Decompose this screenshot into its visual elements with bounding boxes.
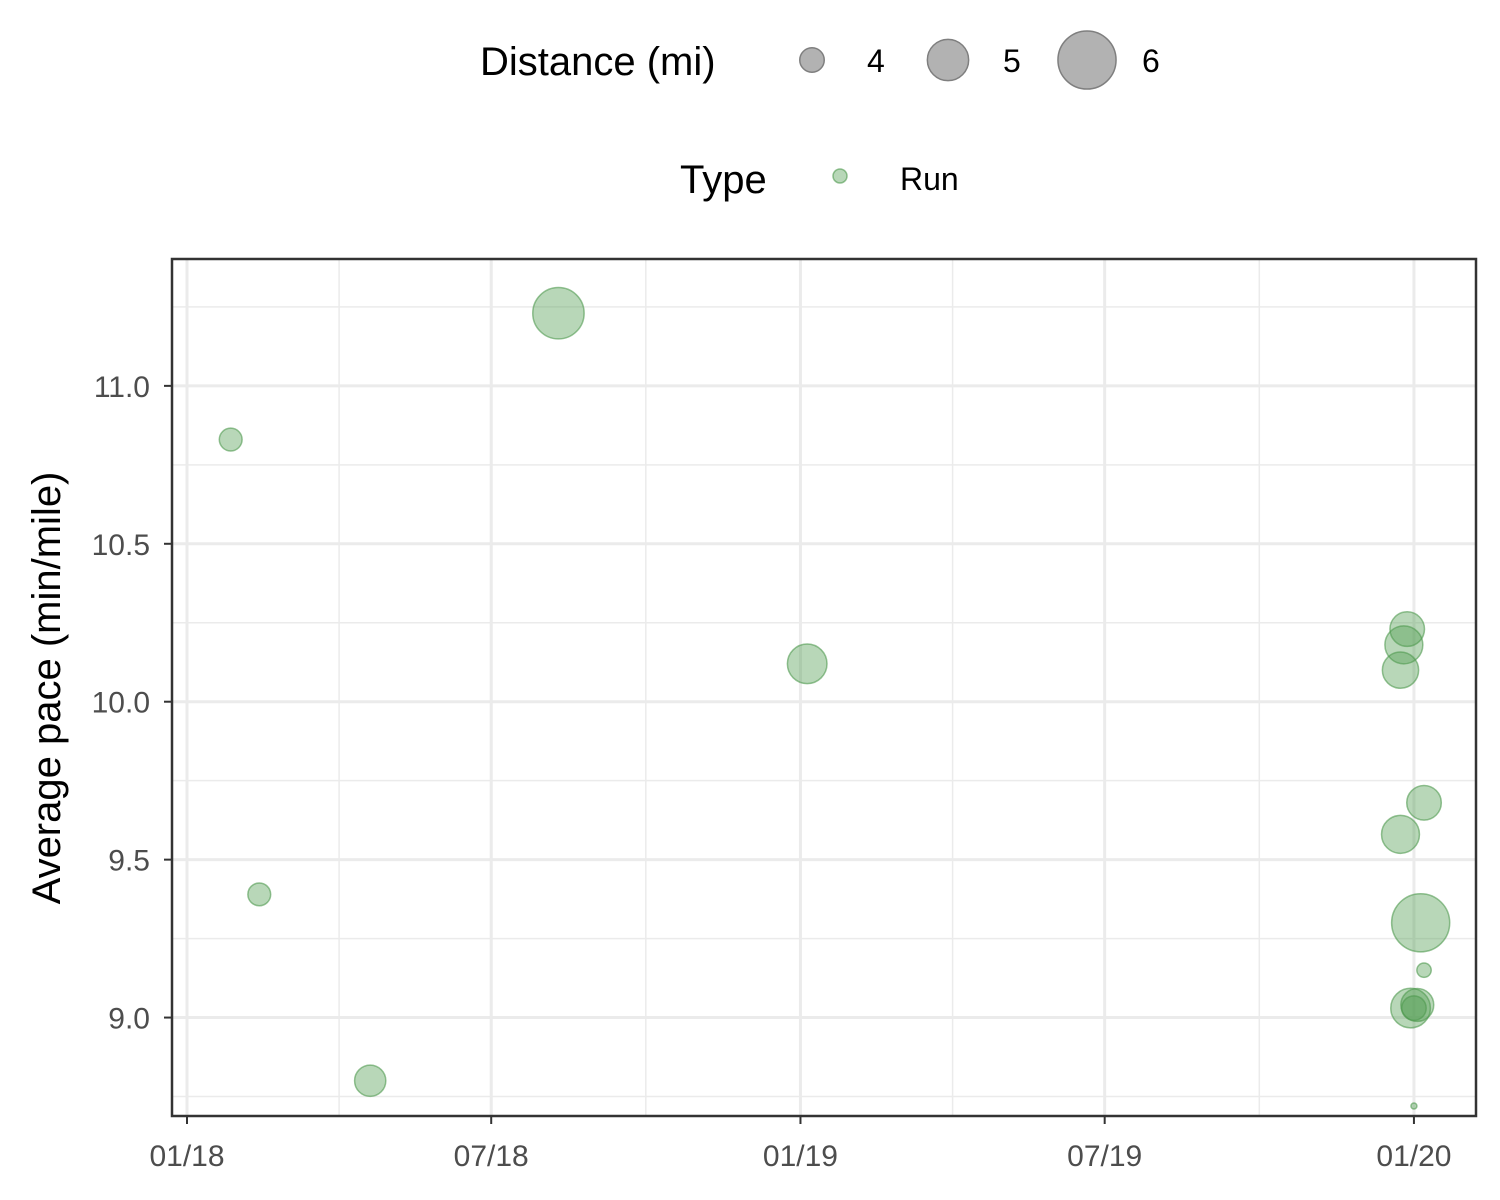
data-point	[1390, 893, 1451, 953]
data-point	[1389, 611, 1426, 648]
x-tick-label: 01/19	[763, 1140, 838, 1173]
plot-panel-background	[172, 259, 1476, 1116]
data-point	[353, 1064, 387, 1098]
size-legend-label: 4	[867, 43, 885, 79]
x-tick-label: 01/18	[149, 1140, 224, 1173]
data-point	[1410, 1102, 1418, 1110]
y-tick-label: 9.0	[108, 1003, 150, 1036]
size-legend-label: 6	[1142, 43, 1160, 79]
plot-panel-border	[170, 257, 1478, 1118]
grid-lines	[172, 259, 1476, 1116]
y-axis-title: Average pace (min/mile)	[25, 472, 69, 905]
color-legend-key	[832, 168, 848, 184]
data-point	[1384, 625, 1424, 665]
color-legend: Type Run	[680, 158, 959, 202]
y-axis: 9.0 9.5 10.0 10.5 11.0	[92, 371, 172, 1036]
x-axis: 01/18 07/18 01/19 07/19 01/20	[149, 1116, 1451, 1173]
y-tick-label: 10.5	[92, 529, 150, 562]
data-points	[218, 286, 1451, 1110]
x-tick-label: 07/19	[1067, 1140, 1142, 1173]
data-point	[1380, 814, 1421, 855]
y-tick-label: 9.5	[108, 845, 150, 878]
size-legend-title: Distance (mi)	[480, 40, 716, 84]
x-tick-label: 01/20	[1376, 1140, 1451, 1173]
color-legend-title: Type	[680, 158, 767, 202]
y-tick-label: 11.0	[94, 371, 150, 404]
data-point	[1416, 962, 1432, 979]
color-legend-label: Run	[900, 161, 959, 197]
size-legend-key	[926, 38, 970, 82]
size-legend-key	[1057, 30, 1117, 90]
size-legend-key	[799, 47, 825, 73]
data-point	[247, 882, 272, 907]
data-point	[786, 643, 828, 685]
size-legend: Distance (mi) 4 5 6	[480, 30, 1160, 90]
size-legend-label: 5	[1003, 43, 1021, 79]
data-point	[532, 286, 585, 340]
y-tick-label: 10.0	[92, 687, 150, 720]
data-point	[1400, 995, 1427, 1022]
data-point	[1405, 784, 1443, 821]
x-tick-label: 07/18	[454, 1140, 529, 1173]
data-point	[218, 427, 243, 452]
data-point	[1381, 651, 1420, 689]
